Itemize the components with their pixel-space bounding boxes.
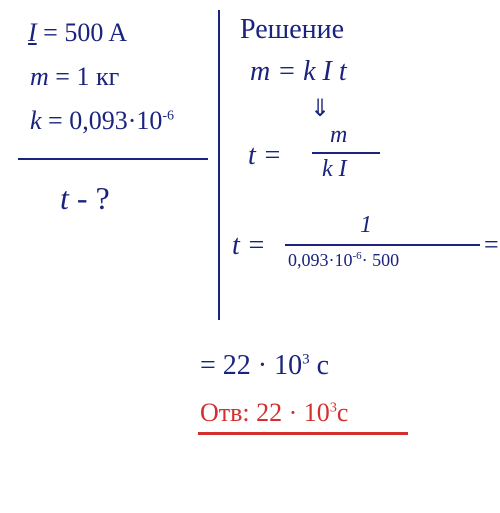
answer-exp: 3	[330, 400, 337, 415]
answer-label: Отв:	[200, 398, 250, 427]
find-q: - ?	[77, 180, 110, 216]
var-m: m	[30, 62, 49, 91]
eq3-fraction-line	[285, 244, 480, 246]
eq-faraday: m = k I t	[250, 56, 347, 88]
eq2-num: m	[330, 122, 347, 149]
eq3-den-a: 0,093·10	[288, 250, 353, 270]
eq2-fraction-line	[312, 152, 380, 154]
find-t: t - ?	[60, 180, 110, 217]
eq3-num: 1	[360, 212, 372, 239]
answer-val: 22 · 10	[256, 398, 330, 427]
eq3-den-exp: -6	[353, 250, 362, 262]
solution-title: Решение	[240, 14, 344, 46]
result-a: = 22 · 10	[200, 350, 302, 381]
given-mass: m = 1 кг	[30, 62, 119, 92]
given-current: I = 500 A	[28, 18, 127, 48]
eq3-den-b: · 500	[362, 250, 400, 270]
var-k: k	[30, 106, 42, 135]
eq2-lhs: t =	[248, 140, 282, 172]
result-exp: 3	[302, 352, 310, 368]
answer: Отв: 22 · 103c	[200, 398, 348, 428]
result-unit: c	[310, 350, 329, 381]
eq3-tail: =	[484, 230, 499, 260]
val-k: = 0,093·10	[48, 106, 162, 135]
answer-underline	[198, 432, 408, 435]
result: = 22 · 103 c	[200, 350, 329, 382]
answer-unit: c	[337, 398, 349, 427]
val-m: = 1 кг	[55, 62, 119, 91]
vertical-divider	[218, 10, 220, 320]
given-k: k = 0,093·10-6	[30, 106, 174, 136]
var-t: t	[60, 180, 69, 216]
eq2-den: k I	[322, 156, 347, 183]
eq3-lhs: t =	[232, 230, 266, 262]
eq3-den: 0,093·10-6· 500	[288, 250, 399, 271]
val-I: = 500 A	[43, 18, 127, 47]
exp-k: -6	[162, 108, 174, 123]
given-underline	[18, 158, 208, 160]
arrow-down-icon: ⇓	[310, 94, 330, 123]
var-I: I	[28, 18, 37, 47]
